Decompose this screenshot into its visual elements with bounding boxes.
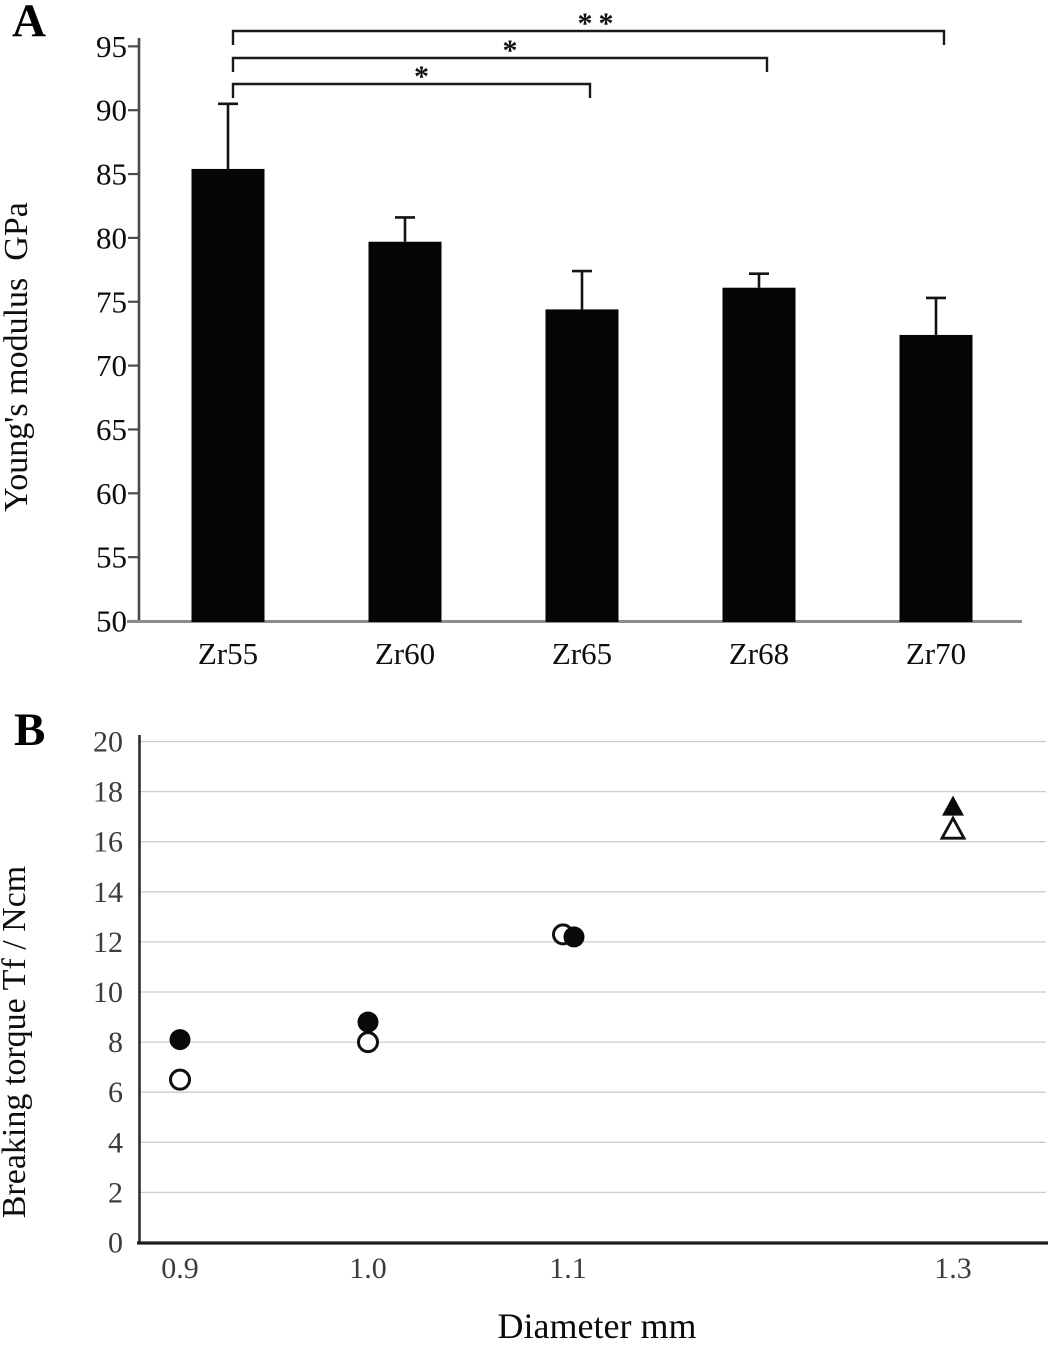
panel-b-axes	[137, 735, 1048, 1245]
y-tick-label-90: 90	[96, 93, 127, 128]
y-tick-label-65: 65	[96, 412, 127, 447]
panel-b-chart: B Breaking torque Tf / Ncm Diameter mm 0…	[0, 704, 1048, 1346]
panel-b-y-tick-labels: 0 2 4 6 8 10 12 14 16 18 20	[93, 726, 123, 1260]
sig-label-Zr55-Zr65: *	[414, 60, 429, 93]
y-tick-label-2: 2	[108, 1176, 123, 1209]
sig-bracket-Zr55-Zr65	[231, 82, 592, 98]
panel-b-y-axis-title: Breaking torque Tf / Ncm	[0, 866, 33, 1219]
x-category-label-Zr55: Zr55	[198, 636, 258, 671]
y-tick-label-6: 6	[108, 1076, 123, 1109]
x-tick-label-0.9: 0.9	[161, 1252, 199, 1285]
panel-a-significance-brackets: ****	[231, 7, 946, 98]
marker-filled-circle-x1.0	[357, 1011, 379, 1033]
y-tick-label-55: 55	[96, 540, 127, 575]
x-category-label-Zr68: Zr68	[729, 636, 789, 671]
marker-filled-circle-x1.1	[563, 926, 585, 948]
panel-a-error-bars	[218, 102, 946, 335]
bar-Zr60	[368, 241, 442, 622]
y-tick-label-4: 4	[108, 1126, 123, 1159]
sig-label-Zr55-Zr68: *	[503, 34, 518, 67]
marker-open-circle-x0.9	[169, 1068, 191, 1091]
y-tick-label-8: 8	[108, 1026, 123, 1059]
x-category-label-Zr65: Zr65	[552, 636, 612, 671]
x-tick-label-1.3: 1.3	[934, 1252, 972, 1285]
panel-b-x-tick-labels: 0.9 1.0 1.1 1.3	[161, 1252, 972, 1285]
y-tick-label-18: 18	[93, 776, 123, 809]
marker-filled-circle-x0.9	[169, 1029, 191, 1051]
y-tick-label-12: 12	[93, 926, 123, 959]
panel-a-y-axis-title: Young's modulus GPa	[0, 202, 35, 512]
panel-b-letter: B	[14, 704, 45, 756]
bar-Zr70	[899, 334, 973, 622]
x-tick-label-1.1: 1.1	[549, 1252, 587, 1285]
y-tick-label-75: 75	[96, 284, 127, 319]
y-tick-label-95: 95	[96, 29, 127, 64]
sig-label-Zr55-Zr70: **	[578, 7, 620, 40]
y-tick-label-80: 80	[96, 220, 127, 255]
y-tick-label-10: 10	[93, 976, 123, 1009]
y-tick-label-0: 0	[108, 1227, 123, 1260]
marker-open-circle-x1.0	[357, 1031, 379, 1054]
sig-bracket-Zr55-Zr68	[231, 56, 769, 72]
y-tick-label-85: 85	[96, 157, 127, 192]
marker-filled-triangle-x1.3	[942, 795, 964, 816]
y-tick-label-70: 70	[96, 348, 127, 383]
panel-b-data-points	[169, 795, 967, 1091]
panel-a-x-category-labels: Zr55 Zr60 Zr65 Zr68 Zr70	[198, 636, 966, 671]
y-tick-label-20: 20	[93, 726, 123, 759]
x-category-label-Zr70: Zr70	[906, 636, 966, 671]
panel-b-x-axis-title: Diameter mm	[498, 1306, 697, 1346]
x-tick-label-1.0: 1.0	[349, 1252, 387, 1285]
y-tick-label-50: 50	[96, 604, 127, 639]
bar-Zr68	[722, 287, 796, 622]
y-tick-label-60: 60	[96, 476, 127, 511]
bar-Zr55	[191, 168, 265, 622]
y-tick-label-14: 14	[93, 876, 123, 909]
panel-a-bars	[191, 168, 973, 622]
x-category-label-Zr60: Zr60	[375, 636, 435, 671]
sig-bracket-Zr55-Zr70	[231, 29, 946, 45]
marker-open-triangle-x1.3	[939, 815, 967, 840]
panel-a-letter: A	[12, 0, 46, 47]
bar-Zr65	[545, 309, 619, 622]
panel-a-y-tick-labels: 50 55 60 65 70 75 80 85 90 95	[96, 29, 127, 639]
panel-a-chart: A Young's modulus GPa 50 55 60 65 70 75 80 85 90…	[0, 0, 1022, 671]
panel-b-gridlines	[138, 740, 1046, 1194]
y-tick-label-16: 16	[93, 826, 123, 859]
